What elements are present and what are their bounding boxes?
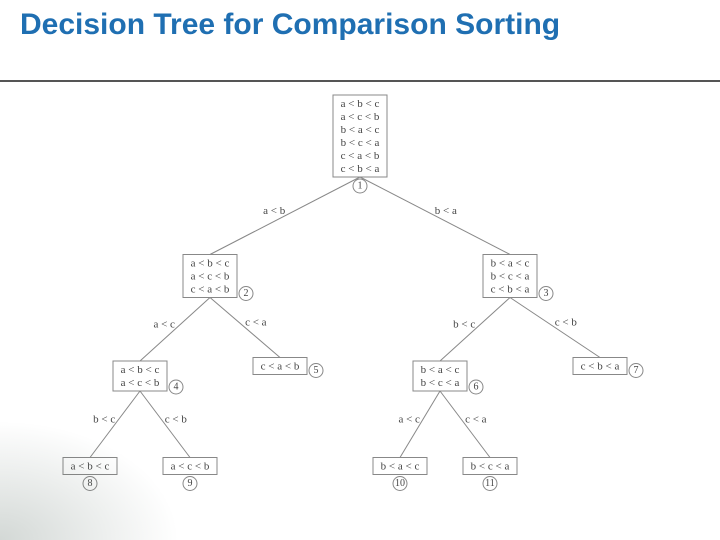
svg-text:b < c < a: b < c < a [421,377,460,389]
svg-text:c < a: c < a [465,413,487,425]
svg-text:c < a: c < a [245,317,267,329]
svg-text:c < b < a: c < b < a [341,163,380,175]
svg-text:b < a < c: b < a < c [491,258,530,270]
svg-text:a < c < b: a < c < b [191,271,230,283]
svg-text:10: 10 [395,478,405,489]
svg-text:b < c < a: b < c < a [341,137,380,149]
svg-text:4: 4 [174,382,179,393]
page-title: Decision Tree for Comparison Sorting [20,8,700,43]
svg-text:c < a < b: c < a < b [341,150,380,162]
svg-text:b < a < c: b < a < c [341,124,380,136]
svg-text:11: 11 [485,478,495,489]
svg-text:c < b < a: c < b < a [581,361,620,373]
svg-text:c < a < b: c < a < b [191,284,230,296]
svg-text:b < a < c: b < a < c [421,364,460,376]
svg-text:6: 6 [474,382,479,393]
svg-text:a < b < c: a < b < c [341,98,380,110]
svg-text:9: 9 [188,478,193,489]
title-underline [0,80,720,82]
svg-text:b < a < c: b < a < c [381,461,420,473]
svg-text:a < b < c: a < b < c [191,258,230,270]
svg-text:b < c < a: b < c < a [491,271,530,283]
svg-text:a < c < b: a < c < b [121,377,160,389]
svg-text:a < b < c: a < b < c [121,364,160,376]
svg-text:5: 5 [314,365,319,376]
svg-text:c < b: c < b [165,413,188,425]
svg-text:b < c: b < c [93,413,115,425]
svg-text:c < b: c < b [555,317,578,329]
svg-text:b < c < a: b < c < a [471,461,510,473]
svg-text:b < c: b < c [453,318,475,330]
svg-text:1: 1 [358,181,363,192]
svg-text:a < c < b: a < c < b [171,461,210,473]
svg-text:a < b < c: a < b < c [71,461,110,473]
svg-text:a < c: a < c [153,318,175,330]
decision-tree-diagram: a < b b < a a < c c < a b < c c < b b < c c < b… [0,86,720,536]
svg-text:c < a < b: c < a < b [261,361,300,373]
svg-text:a < c < b: a < c < b [341,111,380,123]
svg-text:a < b: a < b [263,205,286,217]
svg-text:3: 3 [544,288,549,299]
svg-text:c < b < a: c < b < a [491,284,530,296]
svg-text:7: 7 [634,365,639,376]
svg-text:b < a: b < a [435,205,457,217]
svg-text:a < c: a < c [398,413,420,425]
svg-text:2: 2 [244,288,249,299]
svg-text:8: 8 [88,478,93,489]
